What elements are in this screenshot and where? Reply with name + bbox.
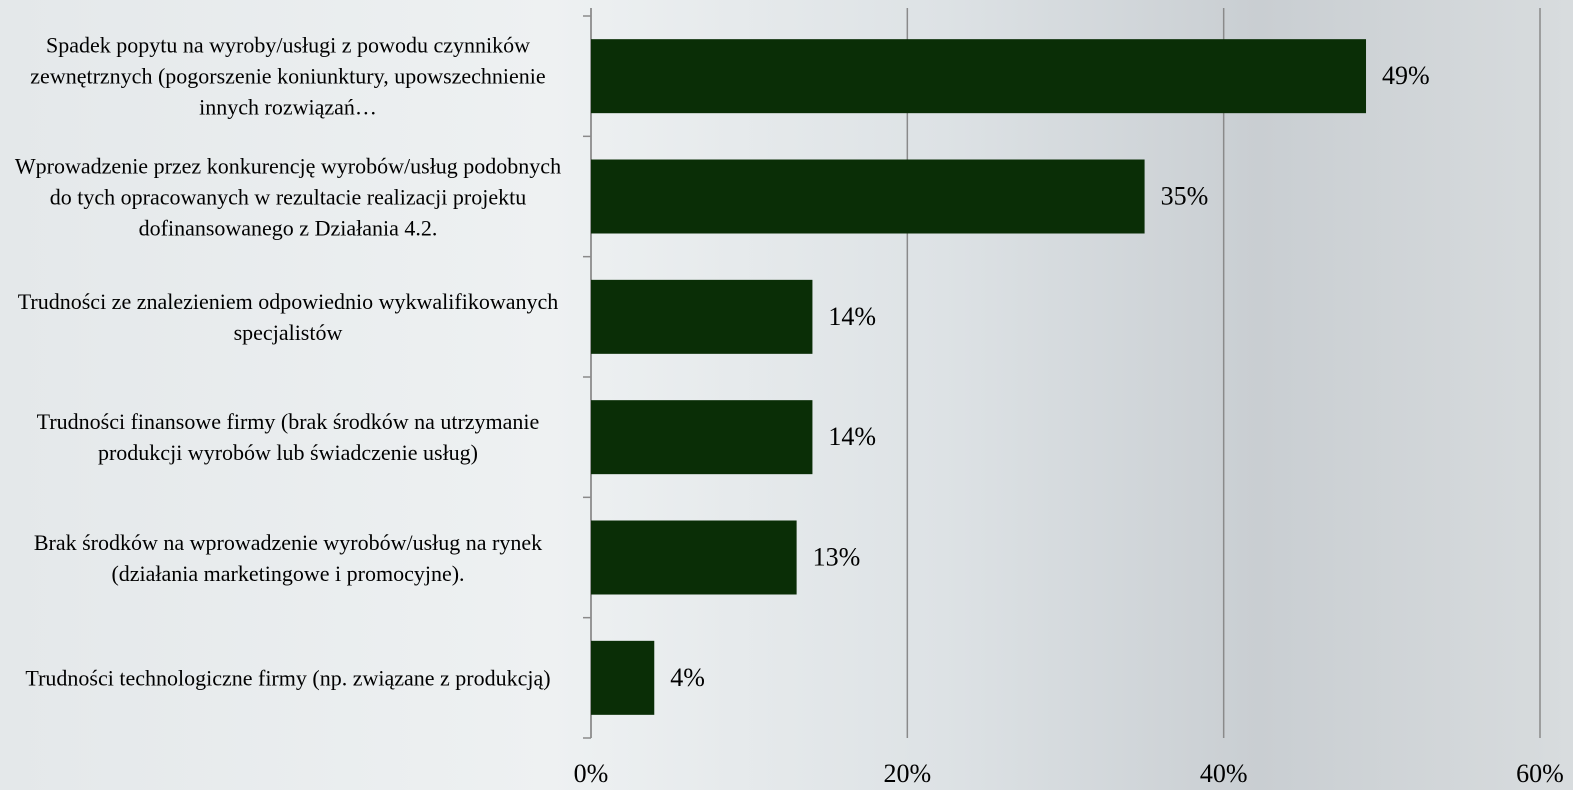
category-label: Trudności ze znalezieniem odpowiednio wy… (17, 288, 559, 345)
category-label: Trudności finansowe firmy (brak środków … (36, 409, 540, 466)
category-label: Wprowadzenie przez konkurencję wyrobów/u… (14, 153, 562, 240)
x-tick-label: 60% (1516, 759, 1564, 788)
bar (591, 520, 797, 595)
category-label: Brak środków na wprowadzenie wyrobów/usł… (33, 529, 543, 586)
value-label: 4% (670, 663, 705, 692)
category-label: Trudności technologiczne firmy (np. zwią… (25, 665, 551, 691)
value-label: 14% (828, 422, 876, 451)
x-tick-label: 40% (1200, 759, 1248, 788)
bar (591, 159, 1145, 234)
bar (591, 640, 655, 715)
value-label: 49% (1382, 61, 1430, 90)
x-tick-label: 0% (574, 759, 609, 788)
x-tick-label: 20% (883, 759, 931, 788)
value-label: 14% (828, 302, 876, 331)
category-label: Spadek popytu na wyroby/usługi z powodu … (30, 32, 546, 120)
bar (591, 39, 1367, 114)
bar (591, 400, 813, 475)
value-label: 35% (1161, 181, 1209, 210)
bar (591, 279, 813, 354)
value-label: 13% (813, 542, 861, 571)
